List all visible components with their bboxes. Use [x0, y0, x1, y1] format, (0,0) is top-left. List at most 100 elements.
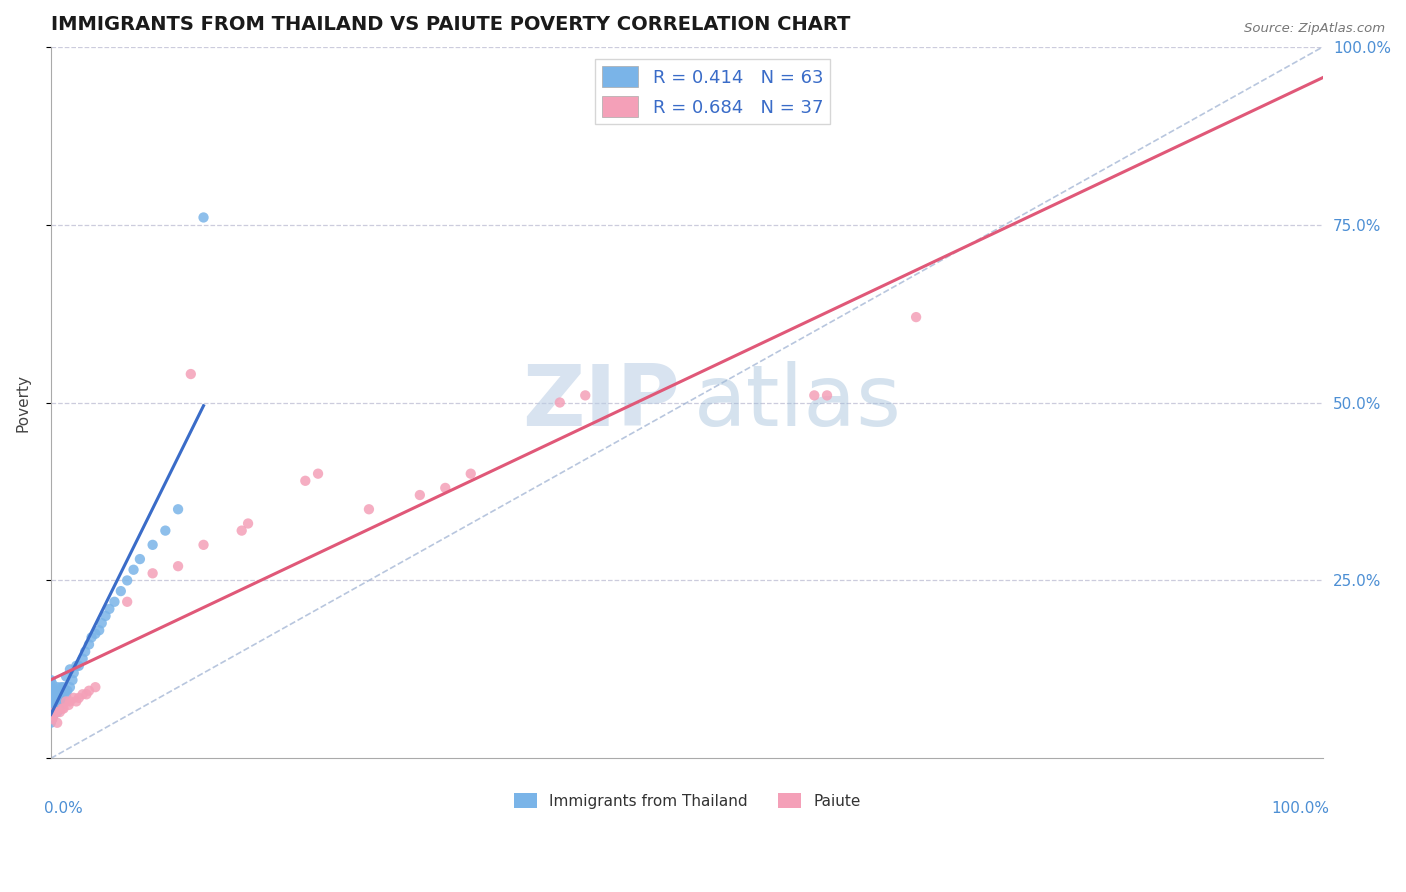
- Point: [62, 690, 84, 705]
- Point: [56, 683, 79, 698]
- Point: [94, 609, 117, 624]
- Point: [142, 538, 165, 552]
- Point: [294, 474, 316, 488]
- Point: [59, 662, 82, 676]
- Point: [55, 669, 77, 683]
- Point: [42, 708, 65, 723]
- Point: [409, 488, 432, 502]
- Point: [103, 595, 125, 609]
- Point: [41, 698, 63, 712]
- Point: [167, 502, 190, 516]
- Point: [39, 705, 62, 719]
- Point: [110, 584, 132, 599]
- Point: [46, 680, 69, 694]
- Point: [48, 687, 70, 701]
- Point: [67, 658, 90, 673]
- Text: 0.0%: 0.0%: [45, 801, 83, 816]
- Point: [39, 683, 62, 698]
- Point: [460, 467, 482, 481]
- Point: [65, 658, 87, 673]
- Point: [75, 644, 97, 658]
- Point: [84, 680, 107, 694]
- Point: [98, 602, 121, 616]
- Point: [193, 211, 215, 225]
- Point: [46, 694, 69, 708]
- Point: [59, 694, 82, 708]
- Point: [89, 624, 111, 638]
- Point: [48, 694, 70, 708]
- Point: [41, 683, 63, 698]
- Point: [803, 388, 825, 402]
- Point: [236, 516, 259, 531]
- Point: [48, 683, 70, 698]
- Point: [55, 687, 77, 701]
- Point: [44, 705, 66, 719]
- Point: [815, 388, 838, 402]
- Point: [42, 694, 65, 708]
- Point: [39, 698, 62, 712]
- Y-axis label: Poverty: Poverty: [15, 374, 30, 432]
- Point: [72, 687, 94, 701]
- Point: [142, 566, 165, 581]
- Point: [44, 694, 66, 708]
- Point: [167, 559, 190, 574]
- Point: [357, 502, 380, 516]
- Point: [574, 388, 596, 402]
- Legend: Immigrants from Thailand, Paiute: Immigrants from Thailand, Paiute: [508, 787, 866, 814]
- Point: [115, 574, 138, 588]
- Point: [307, 467, 329, 481]
- Point: [41, 712, 63, 726]
- Point: [548, 395, 571, 409]
- Point: [48, 698, 70, 712]
- Point: [59, 680, 82, 694]
- Point: [39, 690, 62, 705]
- Point: [80, 631, 103, 645]
- Point: [45, 705, 67, 719]
- Point: [72, 651, 94, 665]
- Point: [41, 712, 63, 726]
- Point: [58, 698, 80, 712]
- Point: [39, 680, 62, 694]
- Point: [77, 638, 100, 652]
- Point: [44, 683, 66, 698]
- Point: [53, 683, 76, 698]
- Point: [75, 687, 97, 701]
- Point: [46, 715, 69, 730]
- Point: [122, 563, 145, 577]
- Point: [42, 701, 65, 715]
- Point: [49, 680, 72, 694]
- Point: [77, 683, 100, 698]
- Point: [41, 676, 63, 690]
- Text: IMMIGRANTS FROM THAILAND VS PAIUTE POVERTY CORRELATION CHART: IMMIGRANTS FROM THAILAND VS PAIUTE POVER…: [51, 15, 851, 34]
- Point: [42, 708, 65, 723]
- Text: 100.0%: 100.0%: [1271, 801, 1330, 816]
- Point: [51, 701, 73, 715]
- Point: [84, 627, 107, 641]
- Point: [41, 690, 63, 705]
- Point: [41, 705, 63, 719]
- Point: [51, 690, 73, 705]
- Point: [45, 687, 67, 701]
- Point: [90, 616, 112, 631]
- Point: [129, 552, 152, 566]
- Text: ZIP: ZIP: [522, 361, 679, 444]
- Point: [42, 687, 65, 701]
- Point: [44, 705, 66, 719]
- Point: [46, 705, 69, 719]
- Point: [39, 708, 62, 723]
- Point: [905, 310, 928, 325]
- Point: [39, 673, 62, 687]
- Point: [180, 367, 202, 381]
- Point: [48, 705, 70, 719]
- Point: [39, 715, 62, 730]
- Point: [49, 698, 72, 712]
- Point: [62, 673, 84, 687]
- Point: [62, 665, 84, 680]
- Point: [115, 595, 138, 609]
- Point: [231, 524, 253, 538]
- Point: [52, 694, 75, 708]
- Point: [55, 694, 77, 708]
- Point: [193, 538, 215, 552]
- Point: [45, 701, 67, 715]
- Point: [52, 701, 75, 715]
